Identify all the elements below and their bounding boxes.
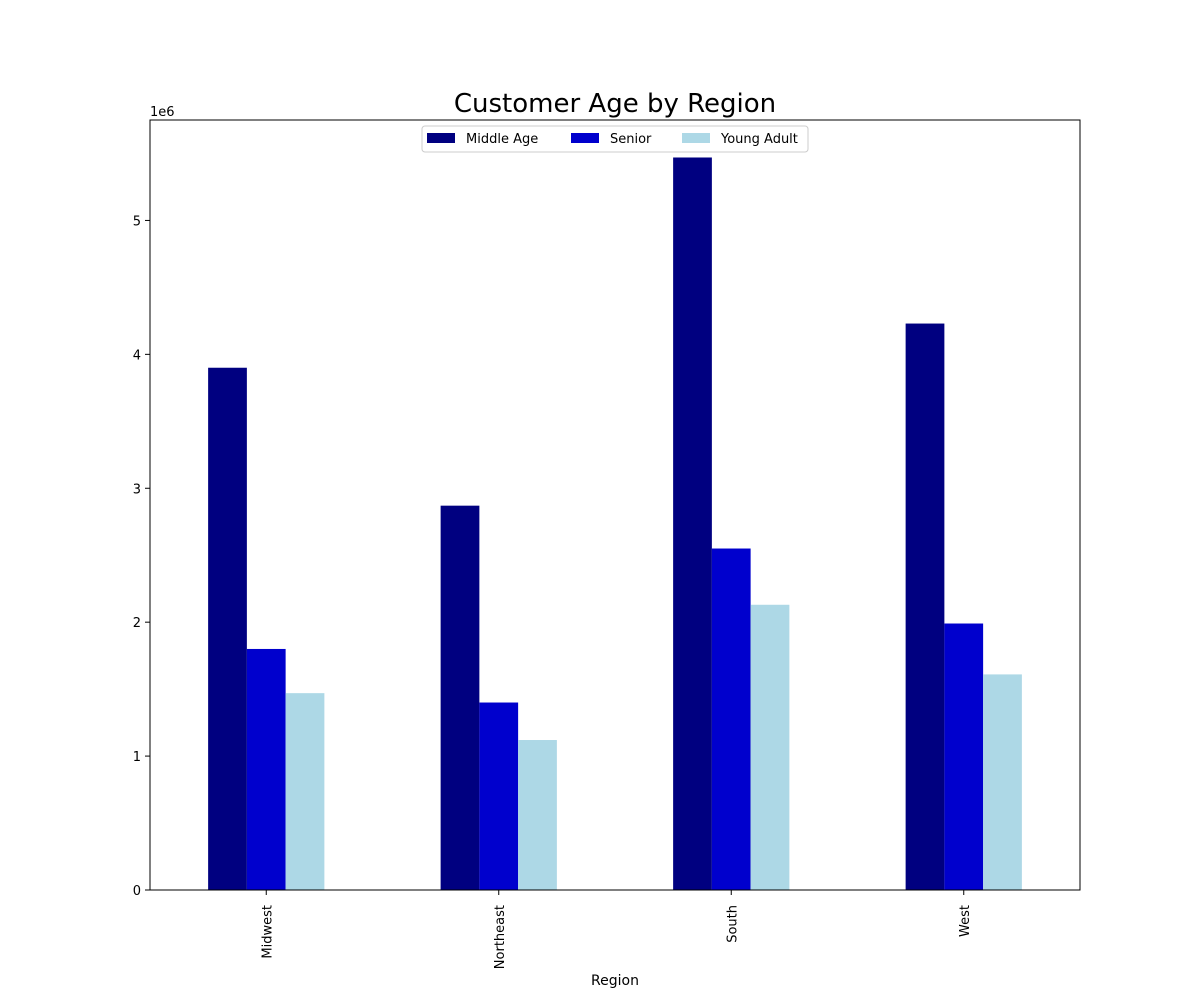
bar-senior-south (711, 548, 751, 890)
bar-senior-west (944, 623, 984, 890)
bar-young-adult-midwest (285, 693, 325, 890)
x-tick-label: Midwest (260, 905, 275, 959)
x-tick-label: West (958, 905, 973, 937)
bar-young-adult-northeast (518, 740, 557, 890)
legend-box (421, 125, 809, 153)
legend-swatch-senior (571, 133, 599, 143)
bar-young-adult-west (983, 674, 1022, 890)
legend-label-middle-age: Middle Age (466, 132, 538, 147)
y-tick-label: 1 (133, 750, 141, 765)
y-tick-label: 5 (133, 214, 141, 229)
legend-swatch-young-adult (682, 133, 710, 143)
bar-senior-northeast (479, 702, 519, 890)
y-tick-label: 2 (133, 616, 141, 631)
y-axis-multiplier: 1e6 (150, 105, 175, 120)
bar-young-adult-south (750, 604, 790, 890)
y-tick-label: 0 (133, 884, 141, 899)
y-tick-label: 3 (133, 482, 141, 497)
y-tick-label: 4 (133, 348, 141, 363)
plot-frame (149, 119, 1081, 891)
x-tick-label: Northeast (493, 905, 508, 969)
bars-group (208, 157, 1022, 890)
axes-group: 0 1 2 3 4 5 Midwest Northeast South West (133, 119, 1081, 969)
x-axis-label: Region (591, 973, 639, 989)
bar-middle-age-west (905, 323, 945, 890)
legend-label-young-adult: Young Adult (720, 132, 798, 147)
bar-senior-midwest (246, 648, 286, 890)
legend-label-senior: Senior (610, 132, 652, 147)
chart-title: Customer Age by Region (454, 89, 776, 119)
bar-middle-age-midwest (208, 367, 247, 890)
bar-middle-age-south (673, 157, 712, 890)
bar-middle-age-northeast (440, 505, 480, 890)
legend: Middle Age Senior Young Adult (421, 125, 809, 153)
legend-swatch-middle-age (427, 133, 455, 143)
x-tick-label: South (725, 905, 740, 943)
